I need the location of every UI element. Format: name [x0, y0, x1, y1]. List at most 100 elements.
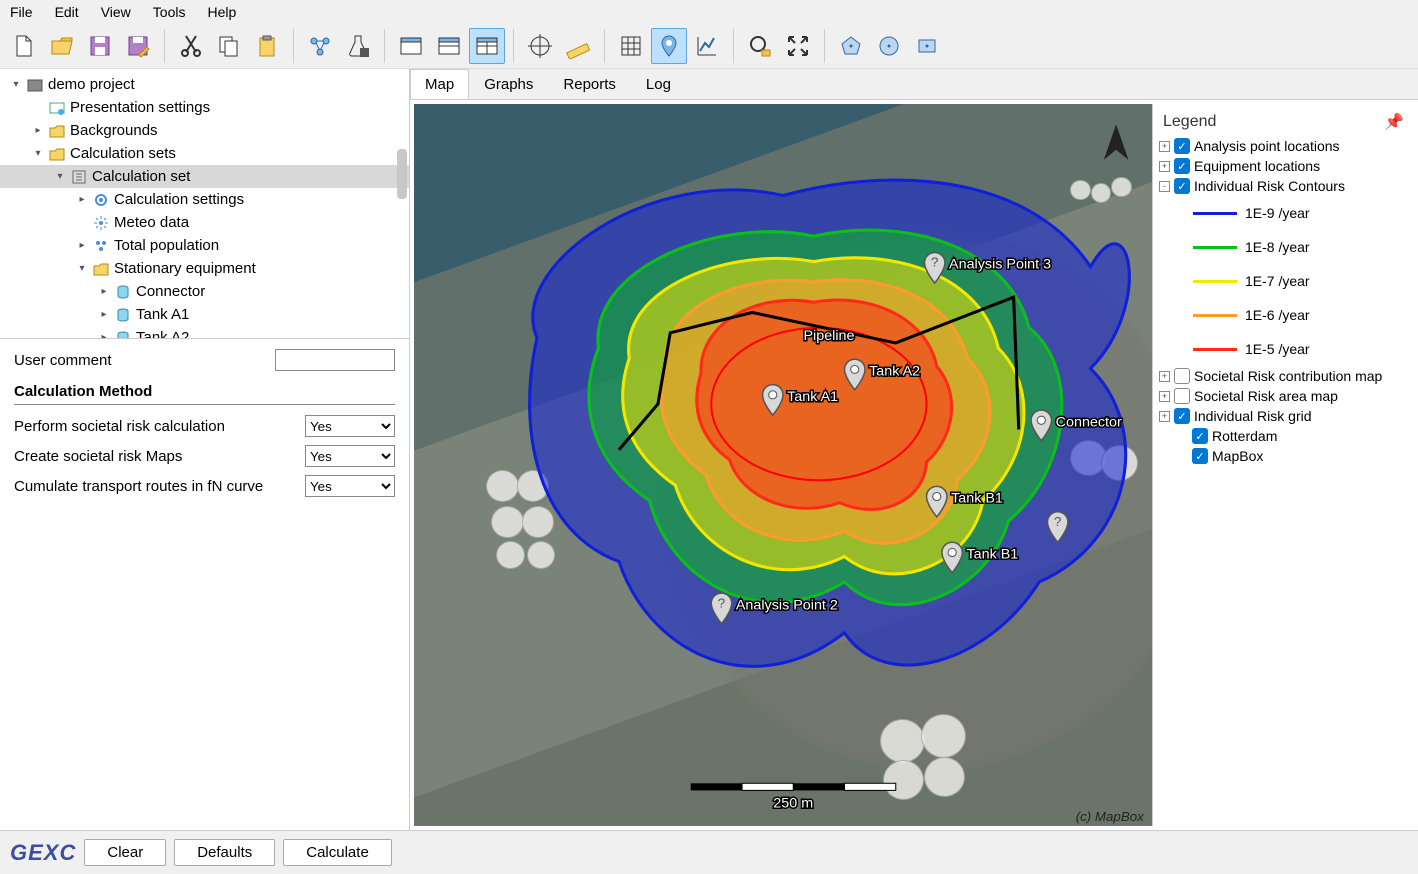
legend-expand-icon[interactable]: +	[1159, 391, 1170, 402]
legend-checkbox[interactable]	[1174, 368, 1190, 384]
legend-item[interactable]: +✓Analysis point locations	[1157, 136, 1410, 156]
tree-item-stationary-equipment[interactable]: ▾Stationary equipment	[0, 257, 409, 280]
tree-twisty[interactable]: ▾	[32, 148, 44, 159]
calculate-button[interactable]: Calculate	[283, 839, 392, 866]
tree-item-calculation-sets[interactable]: ▾Calculation sets	[0, 142, 409, 165]
tab-reports[interactable]: Reports	[548, 69, 631, 99]
pin-icon[interactable]: 📌	[1384, 112, 1404, 132]
pentagon-point-icon[interactable]	[833, 28, 869, 64]
prop-select-0[interactable]: Yes	[305, 415, 395, 437]
molecule-icon[interactable]	[302, 28, 338, 64]
search-lock-icon[interactable]	[742, 28, 778, 64]
contour-line-sample	[1193, 314, 1237, 317]
tree-twisty[interactable]: ▸	[76, 194, 88, 205]
legend-checkbox[interactable]: ✓	[1174, 408, 1190, 424]
window-grid-icon[interactable]	[469, 28, 505, 64]
tree-twisty[interactable]: ▸	[76, 240, 88, 251]
menu-view[interactable]: View	[97, 2, 135, 22]
legend-item[interactable]: +Societal Risk contribution map	[1157, 366, 1410, 386]
contour-line-label: 1E-8 /year	[1245, 239, 1310, 255]
clear-button[interactable]: Clear	[84, 839, 166, 866]
legend-item[interactable]: +Societal Risk area map	[1157, 386, 1410, 406]
new-file-icon[interactable]	[6, 28, 42, 64]
legend-item[interactable]: -✓Individual Risk Contours	[1157, 176, 1410, 196]
tree-item-calculation-set[interactable]: ▾Calculation set	[0, 165, 409, 188]
tree-item-presentation-settings[interactable]: Presentation settings	[0, 96, 409, 119]
legend-panel: Legend 📌 +✓Analysis point locations+✓Equ…	[1152, 104, 1414, 826]
tab-log[interactable]: Log	[631, 69, 686, 99]
tree-twisty[interactable]: ▾	[54, 171, 66, 182]
tree-item-calculation-settings[interactable]: ▸Calculation settings	[0, 188, 409, 211]
tree-scrollbar[interactable]	[397, 149, 407, 199]
pipeline-label: Pipeline	[804, 328, 855, 344]
toolbar	[0, 24, 1418, 69]
legend-checkbox[interactable]	[1174, 388, 1190, 404]
tree-item-meteo-data[interactable]: Meteo data	[0, 211, 409, 234]
legend-checkbox[interactable]: ✓	[1192, 428, 1208, 444]
legend-checkbox[interactable]: ✓	[1174, 178, 1190, 194]
tree-twisty[interactable]: ▸	[98, 332, 110, 339]
tree-twisty[interactable]: ▸	[32, 125, 44, 136]
window-toolbar-icon[interactable]	[431, 28, 467, 64]
cut-icon[interactable]	[173, 28, 209, 64]
defaults-button[interactable]: Defaults	[174, 839, 275, 866]
menu-tools[interactable]: Tools	[149, 2, 190, 22]
contour-line-label: 1E-9 /year	[1245, 205, 1310, 221]
legend-expand-icon[interactable]: +	[1159, 371, 1170, 382]
menu-edit[interactable]: Edit	[51, 2, 83, 22]
prop-select-2[interactable]: Yes	[305, 475, 395, 497]
calcset-icon	[70, 168, 88, 186]
user-comment-input[interactable]	[275, 349, 395, 371]
tree-item-tank-a1[interactable]: ▸Tank A1	[0, 303, 409, 326]
user-comment-label: User comment	[14, 352, 275, 369]
location-pin-icon[interactable]	[651, 28, 687, 64]
paste-icon[interactable]	[249, 28, 285, 64]
marker-label: Tank A1	[787, 389, 838, 405]
circle-point-icon[interactable]	[871, 28, 907, 64]
legend-label: MapBox	[1212, 448, 1263, 464]
legend-expand-icon[interactable]: +	[1159, 411, 1170, 422]
tree-twisty[interactable]: ▸	[98, 286, 110, 297]
legend-item[interactable]: +✓Equipment locations	[1157, 156, 1410, 176]
target-icon[interactable]	[522, 28, 558, 64]
legend-expand-icon[interactable]: +	[1159, 161, 1170, 172]
legend-checkbox[interactable]: ✓	[1174, 158, 1190, 174]
legend-item[interactable]: +✓Individual Risk grid	[1157, 406, 1410, 426]
legend-item[interactable]: ✓Rotterdam	[1157, 426, 1410, 446]
ruler-icon[interactable]	[560, 28, 596, 64]
chart-line-icon[interactable]	[689, 28, 725, 64]
tree-label: Connector	[136, 283, 205, 300]
tree-twisty[interactable]: ▾	[76, 263, 88, 274]
tab-map[interactable]: Map	[410, 69, 469, 99]
legend-item[interactable]: ✓MapBox	[1157, 446, 1410, 466]
legend-checkbox[interactable]: ✓	[1192, 448, 1208, 464]
legend-expand-icon[interactable]: -	[1159, 181, 1170, 192]
expand-arrows-icon[interactable]	[780, 28, 816, 64]
grid-toggle-icon[interactable]	[613, 28, 649, 64]
folder-icon	[92, 260, 110, 278]
tree-twisty[interactable]: ▸	[98, 309, 110, 320]
menu-file[interactable]: File	[6, 2, 37, 22]
legend-checkbox[interactable]: ✓	[1174, 138, 1190, 154]
open-folder-icon[interactable]	[44, 28, 80, 64]
square-point-icon[interactable]	[909, 28, 945, 64]
tree-item-connector[interactable]: ▸ Connector	[0, 280, 409, 303]
window-plain-icon[interactable]	[393, 28, 429, 64]
save-edit-icon[interactable]	[120, 28, 156, 64]
tree-item-demo-project[interactable]: ▾demo project	[0, 73, 409, 96]
tree-item-tank-a2[interactable]: ▸Tank A2	[0, 326, 409, 339]
tab-graphs[interactable]: Graphs	[469, 69, 548, 99]
legend-expand-icon[interactable]: +	[1159, 141, 1170, 152]
save-icon[interactable]	[82, 28, 118, 64]
tree-twisty[interactable]: ▾	[10, 79, 22, 90]
prop-label: Cumulate transport routes in fN curve	[14, 478, 305, 495]
footer-bar: GEXC ClearDefaultsCalculate	[0, 830, 1418, 874]
flask-calc-icon[interactable]	[340, 28, 376, 64]
menu-help[interactable]: Help	[203, 2, 240, 22]
map-canvas[interactable]: PipelineTank A1Tank A2Tank B1Tank B1Conn…	[414, 104, 1152, 826]
project-tree[interactable]: ▾demo projectPresentation settings▸Backg…	[0, 69, 409, 339]
prop-select-1[interactable]: Yes	[305, 445, 395, 467]
copy-icon[interactable]	[211, 28, 247, 64]
tree-item-total-population[interactable]: ▸Total population	[0, 234, 409, 257]
tree-item-backgrounds[interactable]: ▸Backgrounds	[0, 119, 409, 142]
